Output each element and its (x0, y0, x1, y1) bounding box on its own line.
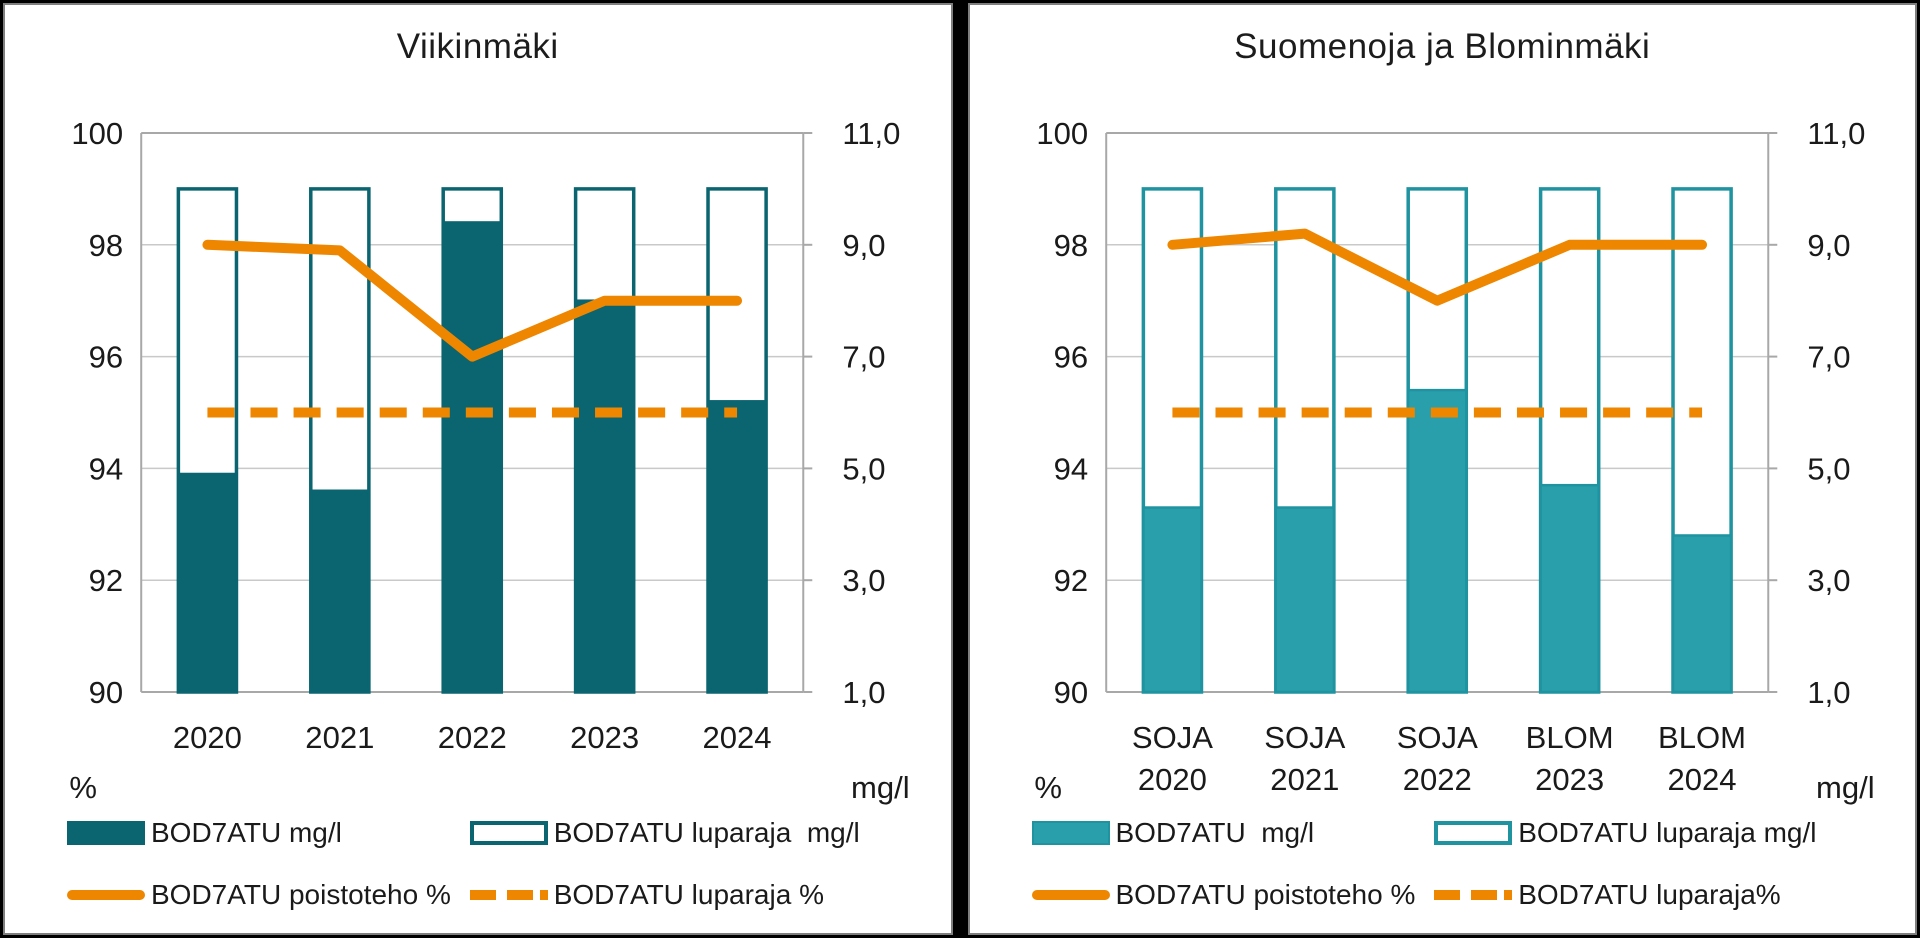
right-axis-tick-label: 7,0 (1807, 340, 1850, 375)
left-axis-unit-label: % (69, 770, 97, 805)
chart-title-suomenoja: Suomenoja ja Blominmäki (1234, 27, 1651, 66)
viikinmaki-plot: 100 11,0 98 9,0 96 7,0 94 5,0 92 3,0 90 1,0 2020 2021… (69, 116, 910, 805)
left-axis-tick-label: 92 (1053, 563, 1088, 598)
right-axis-tick-label: 3,0 (842, 563, 885, 598)
x-axis-category-label: 2022 (438, 720, 507, 755)
right-axis-tick-label: 9,0 (842, 228, 885, 263)
filled-bar-swatch-icon (67, 821, 145, 845)
x-axis-category-label: SOJA (1131, 720, 1212, 755)
dashed-line-swatch-icon (1434, 890, 1513, 900)
legend-label: BOD7ATU poistoteho % (1115, 879, 1416, 910)
left-axis-tick-label: 100 (71, 116, 123, 151)
right-axis-tick-label: 11,0 (842, 116, 900, 151)
x-axis-category-label: SOJA (1396, 720, 1477, 755)
chart-title-viikinmaki: Viikinmäki (396, 27, 559, 66)
bod-bar (309, 489, 371, 694)
bod-bar (1141, 506, 1203, 694)
bod-bar (441, 221, 503, 694)
right-axis-unit-label: mg/l (1816, 770, 1875, 805)
bod-bar (1406, 388, 1468, 694)
bod-bar (177, 472, 238, 694)
suomenoja-plot: 100 11,0 98 9,0 96 7,0 94 5,0 92 3,0 90 1,0 SOJA 2020… (1034, 116, 1875, 805)
bod-bar (1274, 506, 1335, 694)
left-axis-unit-label: % (1034, 770, 1062, 805)
bars-group (176, 187, 768, 694)
left-axis-tick-label: 98 (89, 228, 124, 263)
left-axis-tick-label: 96 (89, 340, 124, 375)
outline-bar-swatch-icon (1434, 821, 1513, 845)
dashed-line-swatch-icon (469, 890, 548, 900)
x-axis-category-label: 2024 (1667, 762, 1736, 797)
left-axis-tick-label: 90 (89, 675, 124, 710)
x-axis-category-label: 2023 (570, 720, 639, 755)
outline-bar-swatch-icon (469, 821, 548, 845)
x-axis-category-label: 2022 (1402, 762, 1471, 797)
poistoteho-line (202, 239, 743, 362)
solid-line-swatch-icon (1031, 890, 1110, 900)
viikinmaki-chart-panel: Viikinmäki 100 11,0 98 9,0 96 7,0 94 5,0 92 3,0 90… (3, 3, 953, 935)
legend-label: BOD7ATU luparaja% (1518, 879, 1781, 910)
x-axis-category-label: 2020 (1137, 762, 1206, 797)
x-axis-category-label: 2020 (173, 720, 242, 755)
right-axis-tick-label: 3,0 (1807, 563, 1850, 598)
solid-line-swatch-icon (67, 890, 145, 900)
legend-label: BOD7ATU luparaja % (553, 879, 824, 910)
x-axis-category-label: 2023 (1535, 762, 1604, 797)
x-axis-category-label: 2024 (703, 720, 772, 755)
right-axis-tick-label: 5,0 (1807, 451, 1850, 486)
legend-item-poistoteho: BOD7ATU poistoteho % (67, 879, 470, 911)
right-axis-tick-label: 5,0 (842, 451, 885, 486)
right-axis-unit-label: mg/l (851, 770, 910, 805)
legend-suomenoja: BOD7ATU mg/l BOD7ATU luparaja mg/l BOD7A… (1031, 817, 1908, 911)
bod-bar (1671, 534, 1732, 694)
left-axis-tick-label: 94 (1053, 451, 1088, 486)
legend-item-bod-mgl: BOD7ATU mg/l (1031, 817, 1435, 849)
x-axis-category-label: BLOM (1525, 720, 1613, 755)
bod-bar (706, 400, 768, 694)
left-axis-tick-label: 100 (1036, 116, 1088, 151)
left-axis-tick-label: 96 (1053, 340, 1088, 375)
legend-item-luparaja-mgl: BOD7ATU luparaja mg/l (1434, 817, 1907, 849)
legend-item-bod-mgl: BOD7ATU mg/l (67, 817, 470, 849)
bars-group (1141, 187, 1733, 694)
right-axis-tick-label: 9,0 (1807, 228, 1850, 263)
suomenoja-blominmaki-chart-panel: Suomenoja ja Blominmäki 100 11,0 98 9,0 96 7,… (967, 3, 1917, 935)
bod-bar (1538, 483, 1600, 694)
poistoteho-line (1166, 228, 1707, 306)
legend-viikinmaki: BOD7ATU mg/l BOD7ATU luparaja mg/l BOD7A… (67, 817, 943, 911)
legend-item-luparaja-pct: BOD7ATU luparaja % (469, 879, 943, 911)
right-axis-tick-label: 11,0 (1807, 116, 1865, 151)
legend-label: BOD7ATU mg/l (1115, 817, 1315, 848)
right-axis-tick-label: 1,0 (1807, 675, 1850, 710)
left-axis-tick-label: 98 (1053, 228, 1088, 263)
legend-label: BOD7ATU mg/l (151, 817, 342, 848)
legend-label: BOD7ATU luparaja mg/l (553, 817, 860, 848)
legend-label: BOD7ATU luparaja mg/l (1518, 817, 1817, 848)
right-axis-tick-label: 1,0 (842, 675, 885, 710)
x-axis-category-label: BLOM (1658, 720, 1746, 755)
x-axis-category-label: 2021 (1270, 762, 1339, 797)
bod-bar (574, 299, 635, 694)
legend-item-luparaja-mgl: BOD7ATU luparaja mg/l (469, 817, 943, 849)
x-axis-category-label: 2021 (305, 720, 374, 755)
legend-label: BOD7ATU poistoteho % (151, 879, 451, 910)
x-axis-category-label: SOJA (1264, 720, 1345, 755)
left-axis-tick-label: 90 (1053, 675, 1088, 710)
legend-item-poistoteho: BOD7ATU poistoteho % (1031, 879, 1435, 911)
right-axis-tick-label: 7,0 (842, 340, 885, 375)
left-axis-tick-label: 94 (89, 451, 124, 486)
filled-bar-swatch-icon (1031, 821, 1110, 845)
legend-item-luparaja-pct: BOD7ATU luparaja% (1434, 879, 1907, 911)
left-axis-tick-label: 92 (89, 563, 124, 598)
